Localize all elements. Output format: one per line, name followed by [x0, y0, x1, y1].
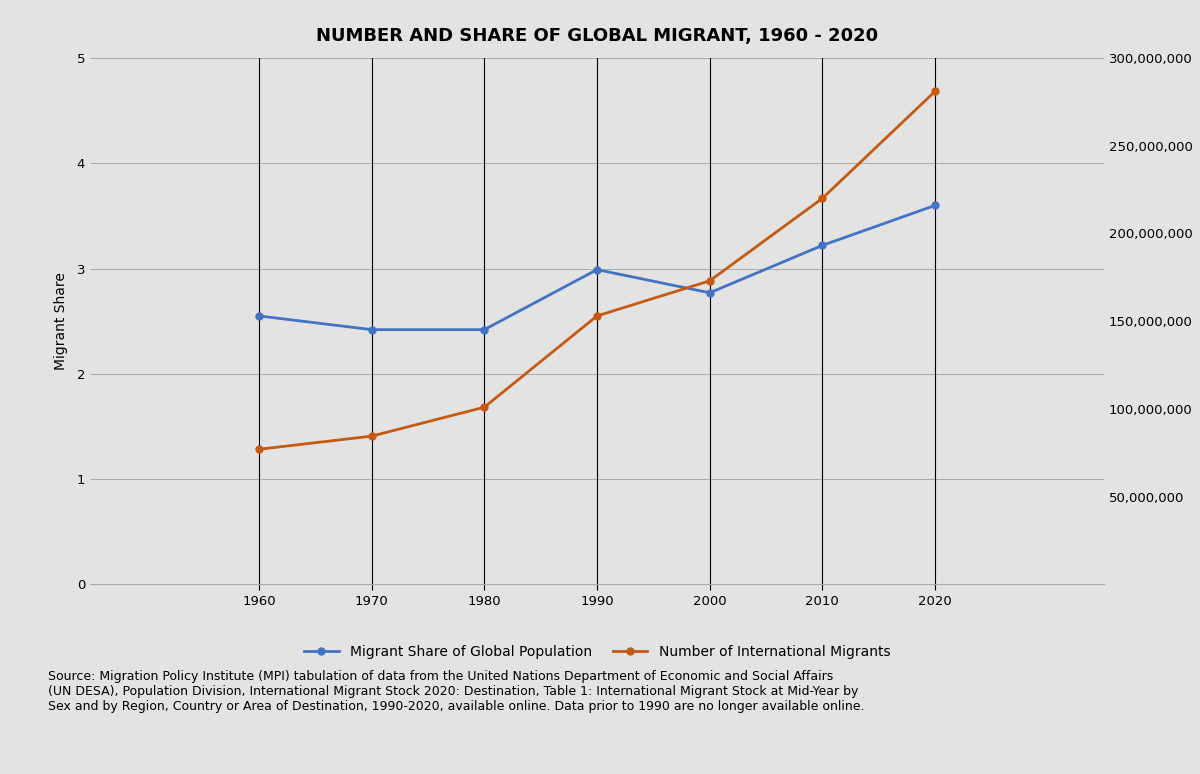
- Legend: Migrant Share of Global Population, Number of International Migrants: Migrant Share of Global Population, Numb…: [299, 639, 895, 664]
- Title: NUMBER AND SHARE OF GLOBAL MIGRANT, 1960 - 2020: NUMBER AND SHARE OF GLOBAL MIGRANT, 1960…: [316, 27, 878, 46]
- Y-axis label: Migrant Share: Migrant Share: [54, 272, 68, 370]
- Text: Source: Migration Policy Institute (MPI) tabulation of data from the United Nati: Source: Migration Policy Institute (MPI)…: [48, 670, 864, 713]
